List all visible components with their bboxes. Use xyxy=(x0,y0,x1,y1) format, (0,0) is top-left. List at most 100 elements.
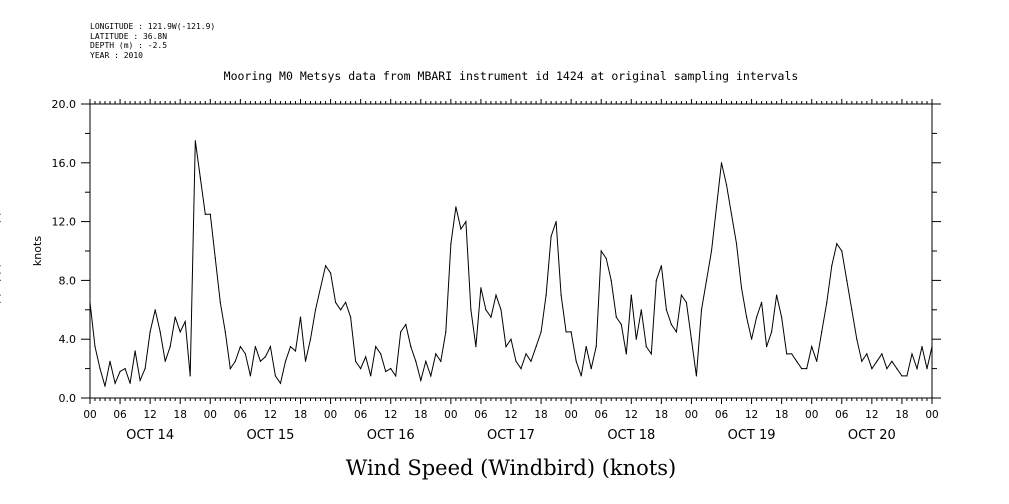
data-point xyxy=(254,346,256,348)
data-point xyxy=(595,346,597,348)
data-point xyxy=(836,243,838,245)
data-point xyxy=(756,316,758,318)
data-point xyxy=(811,346,813,348)
data-point xyxy=(746,316,748,318)
data-point xyxy=(680,294,683,296)
data-point xyxy=(520,368,522,370)
data-point xyxy=(891,360,893,362)
x-day-label: OCT 15 xyxy=(246,428,294,443)
data-point xyxy=(184,321,186,323)
x-hour-label: 12 xyxy=(745,409,758,421)
y-tick-label: 0.0 xyxy=(59,392,77,405)
data-point xyxy=(0,294,1,296)
x-day-label: OCT 20 xyxy=(848,428,896,443)
data-point xyxy=(916,368,918,370)
data-point xyxy=(871,368,873,370)
data-point xyxy=(405,323,407,326)
data-point xyxy=(740,287,743,289)
data-point xyxy=(0,265,1,267)
data-point xyxy=(921,346,923,348)
x-axis-label: Wind Speed (Windbird) (knots) xyxy=(346,456,676,480)
series-layer xyxy=(0,140,933,387)
data-point xyxy=(224,331,226,333)
depth-text: DEPTH (m) : -2.5 xyxy=(90,41,168,50)
data-point xyxy=(294,350,297,352)
longitude-text: LONGITUDE : 121.9W(-121.9) xyxy=(90,22,216,31)
data-point xyxy=(380,353,382,355)
data-point xyxy=(219,301,221,303)
x-hour-label: 06 xyxy=(595,409,609,421)
data-point xyxy=(615,316,617,318)
data-point xyxy=(550,235,552,237)
data-point xyxy=(0,213,1,215)
data-point xyxy=(735,243,738,245)
data-point xyxy=(861,360,863,362)
data-point xyxy=(164,360,166,362)
y-tick-label: 16.0 xyxy=(52,157,77,170)
data-point xyxy=(0,272,1,274)
data-point xyxy=(269,346,271,348)
data-point xyxy=(375,346,377,348)
data-point xyxy=(274,375,276,377)
data-point xyxy=(229,368,231,370)
data-point xyxy=(335,301,337,303)
data-point xyxy=(134,350,136,352)
data-point xyxy=(99,368,101,370)
data-point xyxy=(841,250,843,252)
data-point xyxy=(470,309,472,311)
data-point xyxy=(665,309,668,311)
data-point xyxy=(886,368,888,370)
data-point xyxy=(776,294,778,296)
data-point xyxy=(530,360,532,362)
data-point xyxy=(851,309,853,311)
data-point xyxy=(685,301,688,303)
data-point xyxy=(109,360,111,362)
data-point xyxy=(610,279,612,281)
data-point xyxy=(796,360,798,362)
x-hour-label: 06 xyxy=(234,409,248,421)
data-point xyxy=(299,316,302,318)
data-point xyxy=(204,213,206,215)
data-point xyxy=(450,243,452,245)
y-axis-label: knots xyxy=(31,236,44,266)
data-point xyxy=(465,221,467,223)
data-point xyxy=(791,353,793,355)
x-day-label: OCT 14 xyxy=(126,428,174,443)
data-point xyxy=(675,331,678,333)
data-point xyxy=(725,184,728,186)
data-point xyxy=(565,331,567,333)
data-point xyxy=(490,316,492,318)
data-point xyxy=(821,331,823,333)
x-day-label: OCT 17 xyxy=(487,428,535,443)
data-point xyxy=(816,360,818,362)
data-point xyxy=(560,294,562,296)
metadata-block: LONGITUDE : 121.9W(-121.9) LATITUDE : 36… xyxy=(90,22,215,60)
data-point xyxy=(169,346,171,348)
data-point xyxy=(730,213,733,215)
data-point xyxy=(505,346,507,348)
data-point xyxy=(325,265,327,267)
data-point xyxy=(209,213,211,215)
data-point xyxy=(600,250,602,252)
data-point xyxy=(896,368,898,370)
data-point xyxy=(154,309,156,311)
data-point xyxy=(410,346,412,348)
data-point xyxy=(149,331,151,333)
data-point xyxy=(515,360,517,362)
data-point xyxy=(94,346,96,348)
data-point xyxy=(625,353,627,355)
plot-frame xyxy=(89,103,933,399)
data-point xyxy=(710,250,713,252)
data-point xyxy=(0,279,1,281)
data-point xyxy=(705,279,708,281)
data-point xyxy=(309,338,312,340)
data-point xyxy=(640,309,642,311)
axes-layer: 0.0 4.0 8.0 12.0 16.0 20.0 00 06 12 18 00 06 12 18 00 0… xyxy=(52,98,941,443)
data-point xyxy=(284,360,287,362)
data-point xyxy=(720,162,723,164)
x-hour-label: 06 xyxy=(715,409,729,421)
data-point xyxy=(660,265,663,267)
data-point xyxy=(535,346,537,348)
data-point xyxy=(129,382,131,384)
x-hour-label: 06 xyxy=(474,409,488,421)
